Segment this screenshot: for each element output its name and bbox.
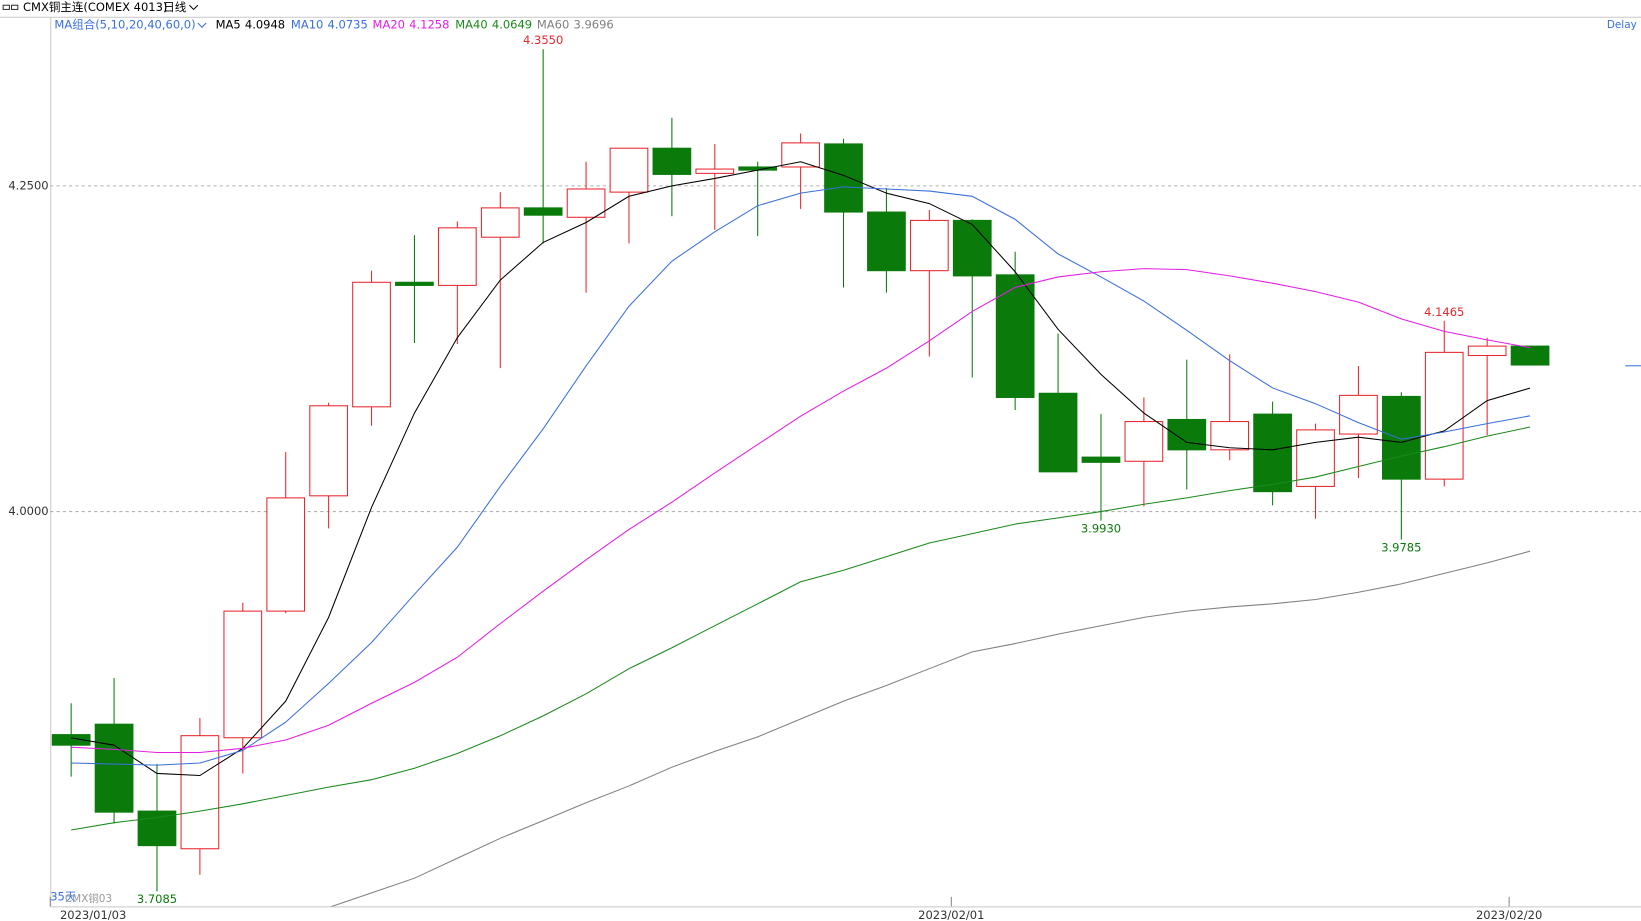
ma-line bbox=[71, 186, 1531, 766]
candle-body bbox=[266, 497, 306, 612]
candle-body bbox=[1167, 418, 1207, 451]
count-label: 35天 bbox=[50, 889, 77, 903]
legend-name: MA60 bbox=[537, 18, 569, 32]
title-icon bbox=[2, 4, 19, 10]
candle-body bbox=[223, 610, 263, 739]
candle-body bbox=[1253, 413, 1292, 493]
candle-body bbox=[1124, 421, 1164, 462]
candle-body bbox=[824, 143, 863, 213]
legend-name: MA40 bbox=[455, 18, 487, 32]
period-chevron[interactable] bbox=[189, 4, 199, 11]
high-label: 4.1465 bbox=[1424, 305, 1464, 319]
candle-body bbox=[94, 723, 134, 813]
candle-body bbox=[480, 207, 520, 238]
candle-body bbox=[1467, 345, 1507, 357]
candle-body bbox=[437, 227, 477, 286]
ma-line bbox=[71, 268, 1531, 753]
candle-body bbox=[695, 168, 735, 174]
candle-body bbox=[352, 281, 391, 408]
legend-value: 4.0735 bbox=[328, 18, 368, 32]
legend-value: 4.0948 bbox=[245, 18, 285, 32]
candle-body bbox=[309, 405, 348, 497]
contract-label: CMX铜03 bbox=[65, 893, 112, 905]
legend-name: MA20 bbox=[373, 18, 405, 32]
period-selector[interactable]: 日线 bbox=[163, 0, 186, 14]
candle-body bbox=[1296, 429, 1335, 487]
indicator-selector[interactable]: MA组合(5,10,20,40,60,0) bbox=[54, 18, 195, 32]
x-tick-label: 2023/01/03 bbox=[60, 908, 126, 921]
x-tick-label: 2023/02/20 bbox=[1476, 908, 1542, 921]
low-label: 3.7085 bbox=[137, 892, 177, 906]
indicator-chevron[interactable] bbox=[197, 22, 207, 28]
candle-body bbox=[952, 219, 992, 277]
legend-name: MA5 bbox=[216, 18, 241, 32]
candle-body bbox=[180, 735, 220, 850]
low-label: 3.9930 bbox=[1081, 522, 1121, 536]
candle-body bbox=[995, 274, 1035, 398]
candle-body bbox=[523, 207, 563, 216]
x-tick-label: 2023/02/01 bbox=[918, 908, 984, 921]
chart-title: CMX铜主连(COMEX 4013) bbox=[23, 0, 167, 14]
ma-line bbox=[71, 161, 1531, 777]
candle-body bbox=[1210, 421, 1250, 451]
candle-body bbox=[566, 188, 606, 218]
candle-body bbox=[781, 142, 820, 168]
candle-body bbox=[1424, 351, 1464, 480]
y-tick-label: 4.0000 bbox=[8, 504, 48, 518]
y-tick-label: 4.2500 bbox=[8, 178, 48, 192]
legend-name: MA10 bbox=[291, 18, 323, 32]
candle-body bbox=[867, 211, 906, 272]
candles bbox=[51, 49, 1550, 892]
legend-value: 4.1258 bbox=[409, 18, 449, 32]
candle-body bbox=[609, 147, 649, 193]
candle-body bbox=[1510, 345, 1550, 366]
candle-body bbox=[1081, 456, 1121, 463]
legend-value: 3.9696 bbox=[574, 18, 614, 32]
candle-body bbox=[1038, 392, 1078, 473]
ma-line bbox=[71, 426, 1531, 831]
legend-value: 4.0649 bbox=[492, 18, 532, 32]
candle-body bbox=[909, 219, 949, 272]
status-label: Delay bbox=[1607, 19, 1637, 31]
candle-body bbox=[137, 810, 177, 847]
candle-body bbox=[1381, 395, 1421, 480]
candle-body bbox=[652, 147, 692, 175]
candle-body bbox=[395, 281, 434, 286]
high-label: 4.3550 bbox=[523, 33, 563, 47]
candle-body bbox=[51, 734, 91, 746]
ma-line bbox=[330, 550, 1531, 907]
low-label: 3.9785 bbox=[1381, 540, 1421, 554]
